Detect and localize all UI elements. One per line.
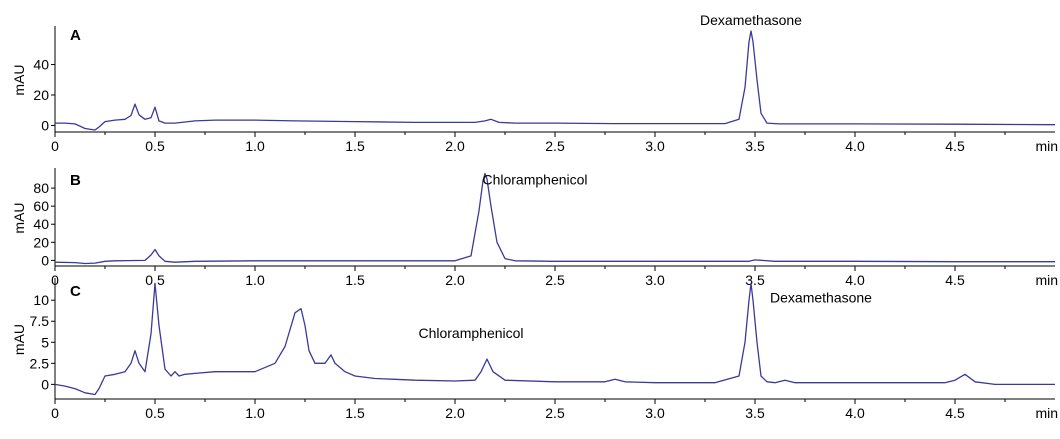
peak-annotation: Chloramphenicol [418, 325, 523, 341]
y-tick-label: 20 [33, 87, 49, 103]
x-tick-label: 4.0 [845, 138, 865, 154]
y-tick-label: 7.5 [30, 313, 50, 329]
chromatogram-trace [54, 172, 1055, 265]
x-tick-label: 2.0 [445, 138, 465, 154]
x-tick-label: 4.5 [945, 272, 965, 288]
chromatogram-trace [54, 282, 1055, 396]
y-tick-label: 40 [33, 216, 49, 232]
x-tick-label: 2.5 [545, 138, 565, 154]
x-axis-label: min [1035, 138, 1058, 154]
x-tick-label: 0.5 [145, 405, 165, 421]
x-tick-label: 1.0 [245, 405, 265, 421]
y-tick-label: 5 [41, 334, 49, 350]
x-axis-label: min [1035, 405, 1058, 421]
x-tick-label: 4.5 [945, 138, 965, 154]
y-tick-label: 80 [33, 180, 49, 196]
x-tick-label: 3.5 [745, 138, 765, 154]
panel-label: A [70, 27, 81, 44]
x-tick-label: 0 [51, 138, 59, 154]
x-tick-label: 3.0 [645, 405, 665, 421]
x-axis-label: min [1035, 272, 1058, 288]
x-tick-label: 3.0 [645, 138, 665, 154]
panel-label: C [70, 283, 81, 300]
x-tick-label: 4.0 [845, 272, 865, 288]
x-tick-label: 2.5 [545, 272, 565, 288]
peak-annotation: Chloramphenicol [482, 171, 587, 187]
y-tick-label: 60 [33, 198, 49, 214]
y-tick-label: 0 [41, 376, 49, 392]
x-tick-label: 2.5 [545, 405, 565, 421]
x-tick-label: 3.5 [745, 405, 765, 421]
x-tick-label: 0.5 [145, 272, 165, 288]
chart-panel-a: 0 0.5 1.0 1.5 2.0 2.5 3.0 3.5 4.0 4.5 min 0 20 40 mAU A… [11, 12, 1058, 154]
y-tick-label: 2.5 [30, 355, 50, 371]
y-axis-label: mAU [11, 64, 27, 95]
x-tick-label: 1.0 [245, 138, 265, 154]
x-tick-label: 2.0 [445, 272, 465, 288]
chromatogram-trace [55, 30, 1056, 131]
chart-panel-c: 0 0.5 1.0 1.5 2.0 2.5 3.0 3.5 4.0 4.5 min 0 2.5 5 7.5 1… [11, 278, 1058, 421]
y-axis-label: mAU [11, 324, 27, 355]
x-tick-label: 4.0 [845, 405, 865, 421]
peak-annotation: Dexamethasone [700, 12, 802, 28]
y-tick-label: 0 [41, 117, 49, 133]
x-tick-label: 0 [51, 405, 59, 421]
y-tick-label: 10 [33, 292, 49, 308]
x-tick-label: 1.0 [245, 272, 265, 288]
y-tick-label: 20 [33, 234, 49, 250]
x-tick-label: 0.5 [145, 138, 165, 154]
y-tick-label: 40 [33, 57, 49, 73]
x-tick-label: 1.5 [345, 272, 365, 288]
x-tick-label: 1.5 [345, 405, 365, 421]
panel-label: B [70, 172, 81, 189]
x-tick-label: 2.0 [445, 405, 465, 421]
y-axis-label: mAU [11, 202, 27, 233]
y-tick-label: 0 [41, 252, 49, 268]
chart-panel-b: 00.51.01.52.02.53.03.54.04.5min020406080… [11, 168, 1058, 288]
x-tick-label: 4.5 [945, 405, 965, 421]
peak-annotation: Dexamethasone [770, 290, 872, 306]
x-tick-label: 1.5 [345, 138, 365, 154]
x-tick-label: 3.5 [745, 272, 765, 288]
x-tick-label: 3.0 [645, 272, 665, 288]
